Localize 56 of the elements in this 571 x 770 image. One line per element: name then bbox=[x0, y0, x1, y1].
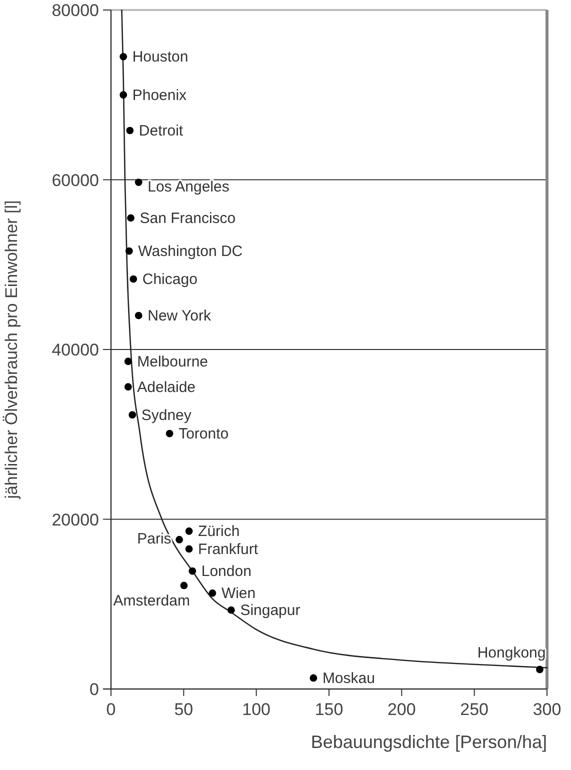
x-tick-label: 150 bbox=[314, 700, 344, 719]
point bbox=[176, 536, 184, 544]
annotation: Zürich bbox=[198, 523, 240, 540]
annotation: Los Angeles bbox=[148, 178, 230, 196]
annotation: Adelaide bbox=[137, 378, 196, 396]
annotation: London bbox=[201, 563, 252, 580]
point bbox=[208, 589, 216, 597]
x-tick-label: 300 bbox=[532, 700, 562, 719]
x-tick-label: 200 bbox=[387, 700, 416, 719]
y-tick-label: 20000 bbox=[52, 510, 99, 530]
annotation: Wien bbox=[221, 585, 256, 602]
x-tick-label: 0 bbox=[106, 700, 116, 719]
point bbox=[188, 567, 196, 575]
y-axis-title: jährlicher Ölverbrauch pro Einwohner [l] bbox=[2, 200, 21, 500]
point bbox=[166, 430, 174, 438]
annotation: Toronto bbox=[178, 426, 229, 443]
point bbox=[310, 674, 318, 682]
annotation: Houston bbox=[132, 48, 188, 66]
point bbox=[120, 52, 128, 60]
point bbox=[127, 214, 134, 222]
annotation: Detroit bbox=[138, 122, 184, 140]
x-tick-label: 250 bbox=[460, 700, 489, 719]
point bbox=[128, 411, 136, 419]
point bbox=[134, 178, 142, 186]
annotation: Singapur bbox=[240, 602, 300, 620]
point bbox=[124, 383, 132, 391]
point bbox=[536, 666, 544, 674]
point bbox=[227, 606, 235, 614]
point bbox=[180, 582, 188, 590]
annotation: Amsterdam bbox=[113, 592, 190, 610]
x-tick-label: 100 bbox=[242, 700, 271, 719]
annotation: Melbourne bbox=[137, 353, 208, 370]
annotation: San Francisco bbox=[140, 210, 236, 227]
y-tick-label: 0 bbox=[90, 680, 99, 699]
annotation: New York bbox=[148, 308, 212, 325]
point bbox=[124, 358, 132, 366]
annotation: Sydney bbox=[141, 406, 192, 424]
point bbox=[125, 247, 133, 255]
y-tick-label: 40000 bbox=[52, 340, 99, 360]
annotation: Moskau bbox=[322, 670, 375, 687]
annotation: Frankfurt bbox=[198, 540, 259, 558]
x-tick-label: 50 bbox=[174, 700, 194, 719]
y-tick-label: 80000 bbox=[52, 1, 99, 20]
annotation: Phoenix bbox=[132, 86, 188, 104]
y-tick-label: 60000 bbox=[52, 170, 99, 190]
point bbox=[120, 91, 128, 99]
annotation: Chicago bbox=[142, 271, 198, 288]
point bbox=[126, 126, 134, 134]
point bbox=[130, 275, 138, 283]
x-axis-title: Bebauungsdichte [Person/ha] bbox=[310, 732, 547, 752]
annotation: Washington DC bbox=[138, 243, 243, 260]
point bbox=[185, 527, 193, 535]
point bbox=[185, 545, 193, 553]
annotation: Paris bbox=[137, 530, 172, 548]
annotation: Hongkong bbox=[477, 644, 546, 662]
point bbox=[134, 312, 142, 320]
